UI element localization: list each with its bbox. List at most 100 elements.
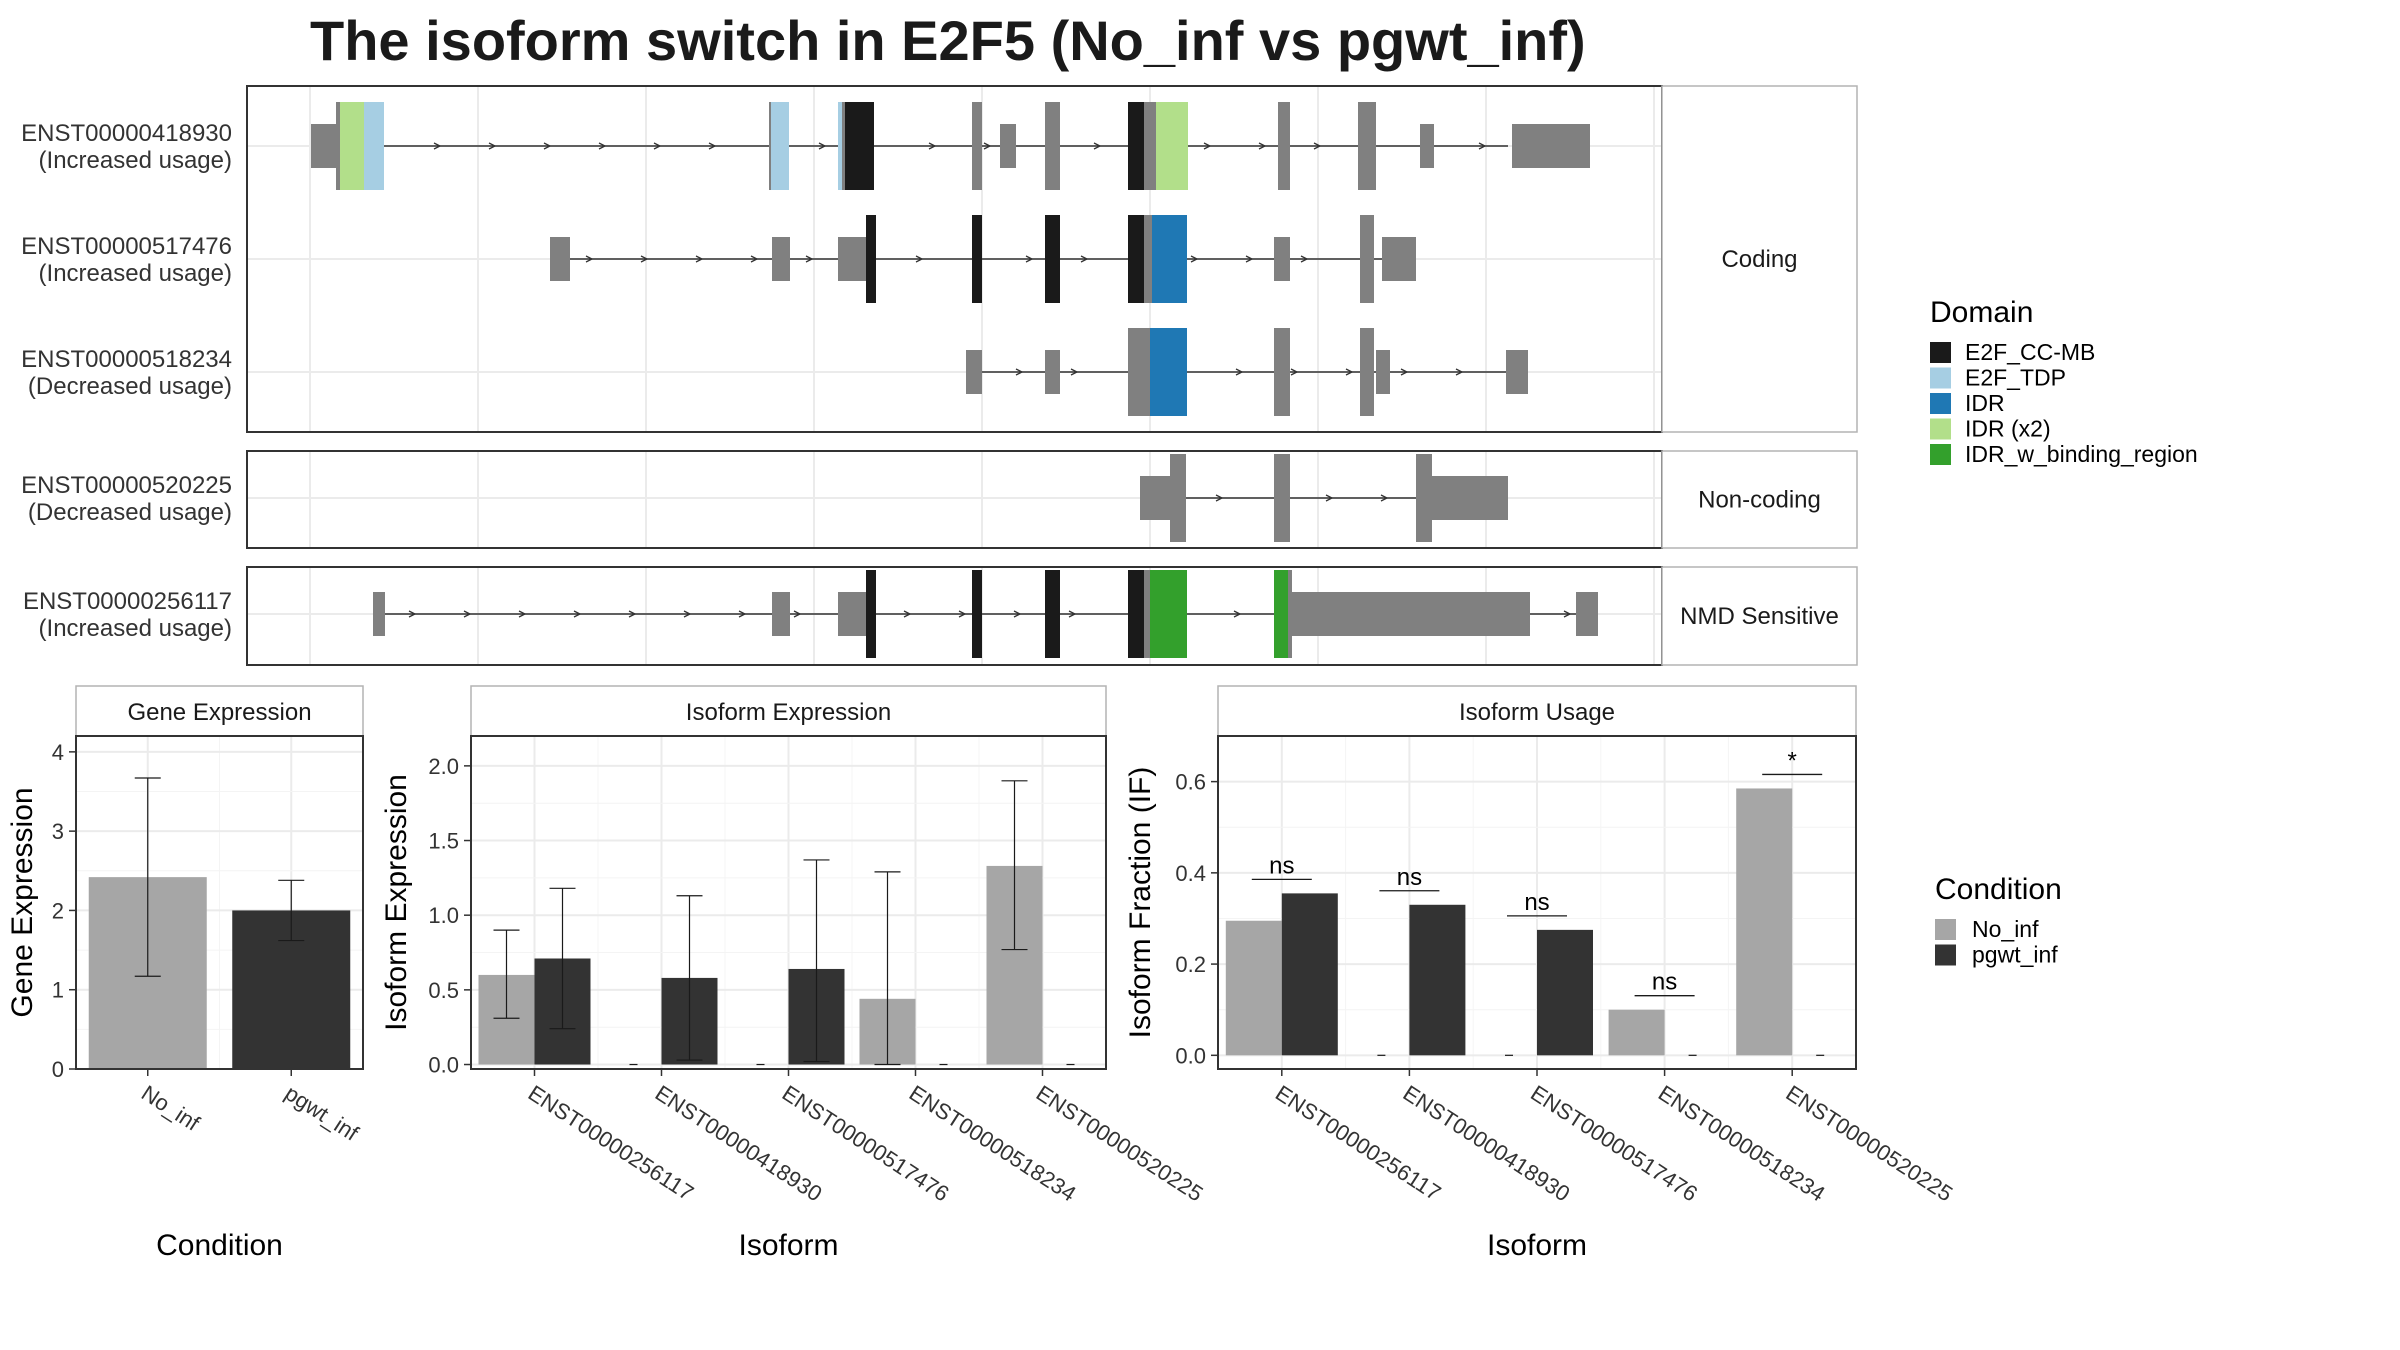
direction-arrow [1345, 368, 1354, 376]
utr-exon [838, 592, 870, 636]
direction-arrow [1245, 255, 1254, 263]
direction-arrow [1235, 368, 1244, 376]
transcript-usage-label: (Increased usage) [39, 615, 232, 642]
chart-plot-border [75, 735, 364, 1070]
direction-arrow [1400, 368, 1409, 376]
utr-exon [1576, 592, 1598, 636]
direction-arrow [585, 255, 594, 263]
structure-strip [1661, 85, 1858, 433]
domain-segment [1128, 328, 1150, 416]
direction-arrow [1080, 255, 1089, 263]
chart-strip [75, 685, 364, 737]
direction-arrow [1290, 368, 1299, 376]
direction-arrow [1380, 494, 1389, 502]
utr-exon [1506, 350, 1528, 394]
bar [1608, 1009, 1665, 1056]
y-tick-label: 1.5 [428, 829, 459, 854]
transcript-usage-label: (Decreased usage) [28, 373, 232, 400]
domain-segment [1128, 215, 1144, 303]
y-tick-label: 1 [52, 978, 64, 1003]
domain-segment [1156, 102, 1188, 190]
direction-arrow [818, 142, 827, 150]
direction-arrow [683, 610, 692, 618]
direction-arrow [958, 610, 967, 618]
transcript-id-label: ENST00000518234 [21, 346, 232, 373]
direction-arrow [543, 142, 552, 150]
condition-legend-swatch [1935, 944, 1956, 966]
direction-arrow [1313, 142, 1322, 150]
y-tick-label: 0.4 [1175, 861, 1206, 886]
bar [1225, 920, 1282, 1056]
structure-strip-label: Coding [1721, 246, 1797, 273]
transcript-track: ENST00000517476(Increased usage) [21, 215, 1416, 303]
gene-structure-panel: Coding Non-coding NMD Sensitive ENST0000041… [21, 85, 1858, 666]
coding-exon [1274, 328, 1290, 416]
chart-strip-title: Gene Expression [127, 699, 311, 726]
domain-legend-swatch [1930, 393, 1951, 414]
chart-strip-title: Isoform Usage [1459, 699, 1615, 726]
domain-legend-label: E2F_TDP [1965, 365, 2066, 391]
domain-segment [1288, 570, 1292, 658]
domain-segment [1150, 570, 1187, 658]
domain-legend-title: Domain [1930, 296, 2033, 329]
y-tick-label: 0.6 [1175, 770, 1206, 795]
transcript-id-label: ENST00000256117 [23, 588, 232, 615]
direction-arrow [1203, 142, 1212, 150]
y-tick-label: 0.0 [1175, 1043, 1206, 1068]
y-tick-label: 2 [52, 898, 64, 923]
domain-segment [364, 102, 384, 190]
direction-arrow [1478, 142, 1487, 150]
utr-exon [838, 237, 866, 281]
transcript-track: ENST00000418930(Increased usage) [21, 102, 1590, 190]
domain-legend-label: IDR_w_binding_region [1965, 441, 2198, 467]
transcript-id-label: ENST00000418930 [21, 120, 232, 147]
domain-legend-swatch [1930, 444, 1951, 465]
utr-exon [1140, 476, 1170, 520]
direction-arrow [928, 142, 937, 150]
direction-arrow [518, 610, 527, 618]
domain-segment [845, 102, 874, 190]
y-tick-label: 3 [52, 819, 64, 844]
domain-segment [1152, 215, 1187, 303]
coding-exon [1416, 454, 1432, 542]
bar [1736, 788, 1793, 1056]
utr-exon [772, 237, 790, 281]
direction-arrow [433, 142, 442, 150]
y-tick-label: 2.0 [428, 754, 459, 779]
direction-arrow [738, 610, 747, 618]
direction-arrow [695, 255, 704, 263]
direction-arrow [463, 610, 472, 618]
coding-exon [1360, 328, 1374, 416]
domain-segment [866, 215, 876, 303]
domain-legend-swatch [1930, 418, 1951, 440]
y-tick-label: 0 [52, 1057, 64, 1082]
coding-exon [1045, 102, 1060, 190]
condition-legend-title: Condition [1935, 873, 2062, 906]
structure-strip [1661, 566, 1858, 666]
transcript-track: ENST00000256117(Increased usage) [23, 570, 1598, 658]
significance-label: ns [1524, 889, 1549, 916]
domain-legend-label: IDR [1965, 390, 2005, 416]
condition-legend-label: No_inf [1972, 916, 2039, 942]
y-tick-label: 1.0 [428, 903, 459, 928]
utr-exon [1290, 592, 1530, 636]
domain-segment [838, 102, 842, 190]
transcript-usage-label: (Increased usage) [39, 260, 232, 287]
x-tick-label: pgwt_inf [281, 1080, 364, 1146]
domain-legend-label: E2F_CC-MB [1965, 339, 2095, 365]
direction-arrow [408, 610, 417, 618]
direction-arrow [598, 142, 607, 150]
transcript-id-label: ENST00000520225 [21, 472, 232, 499]
y-tick-label: 4 [52, 740, 64, 765]
x-tick-label: No_inf [137, 1080, 205, 1136]
coding-exon [1278, 102, 1290, 190]
utr-exon [1382, 237, 1416, 281]
x-axis-title: Condition [156, 1229, 283, 1262]
utr-exon [550, 237, 570, 281]
structure-strip-label: Non-coding [1698, 487, 1821, 514]
chart-strip [470, 685, 1107, 737]
utr-exon [1420, 124, 1434, 168]
coding-exon [336, 102, 340, 190]
domain-segment [1144, 570, 1150, 658]
structure-strip-label: NMD Sensitive [1680, 603, 1839, 630]
